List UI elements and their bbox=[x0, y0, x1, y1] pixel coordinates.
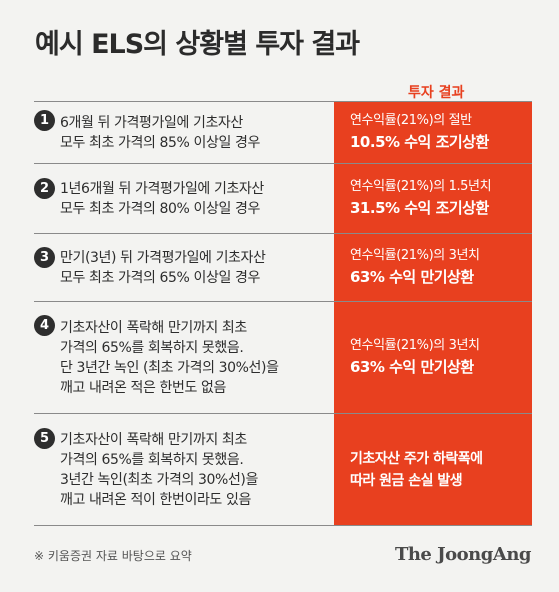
condition-line: 3년간 녹인(최초 가격의 30%선)을 bbox=[60, 471, 258, 488]
result-column-header: 투자 결과 bbox=[408, 85, 465, 101]
condition-line: 1년6개월 뒤 가격평가일에 기초자산 bbox=[60, 180, 264, 197]
result-line: 연수익률(21%)의 절반 bbox=[350, 113, 472, 128]
result-cell: 연수익률(21%)의 1.5년치 31.5% 수익 조기상환 bbox=[334, 164, 532, 233]
condition-line: 단 3년간 녹인 (최초 가격의 30%선)을 bbox=[60, 359, 279, 376]
condition-line: 깨고 내려온 적은 한번도 없음 bbox=[60, 379, 226, 396]
publisher-logo: The JoongAng bbox=[394, 544, 532, 565]
condition-cell: 3 만기(3년) 뒤 가격평가일에 기초자산 모두 최초 가격의 65% 이상일… bbox=[34, 234, 334, 301]
result-line: 연수익률(21%)의 3년치 bbox=[350, 338, 480, 353]
table-row: 1 6개월 뒤 가격평가일에 기초자산 모두 최초 가격의 85% 이상일 경우… bbox=[34, 101, 532, 164]
result-cell: 연수익률(21%)의 절반 10.5% 수익 조기상환 bbox=[334, 102, 532, 163]
result-highlight: 63% 수익 만기상환 bbox=[350, 358, 474, 376]
result-highlight: 기초자산 주가 하락폭에 bbox=[350, 450, 483, 467]
condition-cell: 4 기초자산이 폭락해 만기까지 최초 가격의 65%를 회복하지 못했음. 단… bbox=[34, 302, 334, 413]
condition-line: 깨고 내려온 적이 한번이라도 있음 bbox=[60, 491, 251, 508]
source-footnote: ※ 키움증권 자료 바탕으로 요약 bbox=[34, 549, 192, 563]
row-number-badge: 3 bbox=[34, 247, 55, 268]
row-number-badge: 4 bbox=[34, 315, 55, 336]
row-number-badge: 5 bbox=[34, 428, 55, 449]
result-cell: 연수익률(21%)의 3년치 63% 수익 만기상환 bbox=[334, 234, 532, 301]
result-line: 연수익률(21%)의 1.5년치 bbox=[350, 179, 492, 194]
result-highlight: 63% 수익 만기상환 bbox=[350, 268, 474, 286]
result-cell: 연수익률(21%)의 3년치 63% 수익 만기상환 bbox=[334, 302, 532, 413]
condition-line: 가격의 65%를 회복하지 못했음. bbox=[60, 339, 244, 356]
result-highlight: 31.5% 수익 조기상환 bbox=[350, 199, 489, 217]
condition-cell: 5 기초자산이 폭락해 만기까지 최초 가격의 65%를 회복하지 못했음. 3… bbox=[34, 414, 334, 525]
table-row: 2 1년6개월 뒤 가격평가일에 기초자산 모두 최초 가격의 80% 이상일 … bbox=[34, 164, 532, 234]
scenario-table: 1 6개월 뒤 가격평가일에 기초자산 모두 최초 가격의 85% 이상일 경우… bbox=[34, 101, 532, 526]
result-highlight: 10.5% 수익 조기상환 bbox=[350, 133, 489, 151]
table-row: 3 만기(3년) 뒤 가격평가일에 기초자산 모두 최초 가격의 65% 이상일… bbox=[34, 234, 532, 302]
condition-line: 기초자산이 폭락해 만기까지 최초 bbox=[60, 431, 247, 448]
condition-line: 기초자산이 폭락해 만기까지 최초 bbox=[60, 319, 247, 336]
row-number-badge: 2 bbox=[34, 178, 55, 199]
condition-line: 모두 최초 가격의 80% 이상일 경우 bbox=[60, 200, 260, 217]
table-row: 4 기초자산이 폭락해 만기까지 최초 가격의 65%를 회복하지 못했음. 단… bbox=[34, 302, 532, 414]
condition-line: 6개월 뒤 가격평가일에 기초자산 bbox=[60, 114, 243, 131]
condition-line: 가격의 65%를 회복하지 못했음. bbox=[60, 451, 244, 468]
condition-line: 모두 최초 가격의 85% 이상일 경우 bbox=[60, 134, 260, 151]
result-highlight: 따라 원금 손실 발생 bbox=[350, 472, 463, 489]
page-title: 예시 ELS의 상황별 투자 결과 bbox=[35, 29, 360, 60]
condition-cell: 1 6개월 뒤 가격평가일에 기초자산 모두 최초 가격의 85% 이상일 경우 bbox=[34, 102, 334, 163]
table-row: 5 기초자산이 폭락해 만기까지 최초 가격의 65%를 회복하지 못했음. 3… bbox=[34, 414, 532, 526]
row-number-badge: 1 bbox=[34, 110, 55, 131]
condition-line: 만기(3년) 뒤 가격평가일에 기초자산 bbox=[60, 249, 266, 266]
result-cell: 기초자산 주가 하락폭에 따라 원금 손실 발생 bbox=[334, 414, 532, 525]
condition-cell: 2 1년6개월 뒤 가격평가일에 기초자산 모두 최초 가격의 80% 이상일 … bbox=[34, 164, 334, 233]
condition-line: 모두 최초 가격의 65% 이상일 경우 bbox=[60, 269, 260, 286]
result-line: 연수익률(21%)의 3년치 bbox=[350, 248, 480, 263]
